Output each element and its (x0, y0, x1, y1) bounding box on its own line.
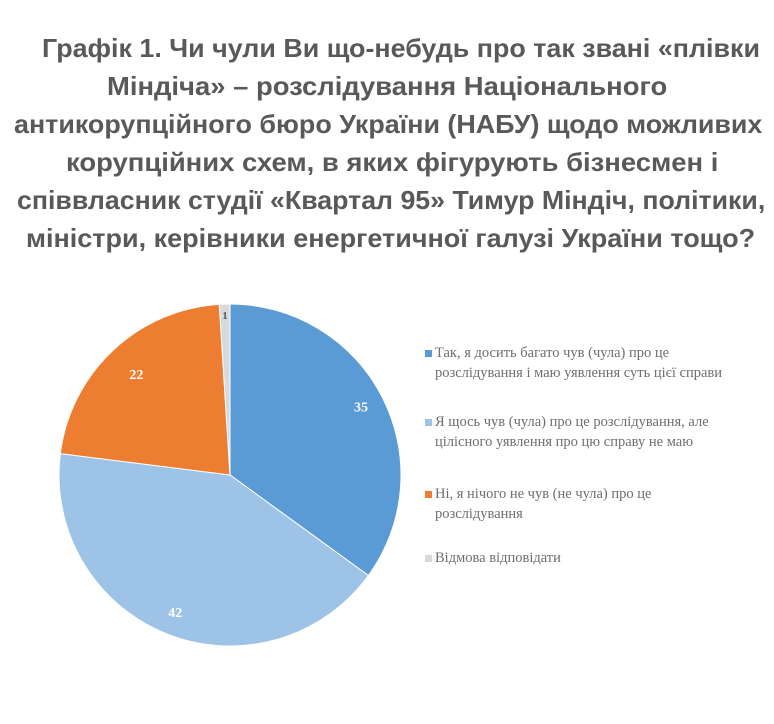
legend-label: Ні, я нічого не чув (не чула) про це роз… (435, 486, 652, 522)
data-label-slice-much-heard: 35 (354, 401, 368, 416)
legend-item-something-heard: Я щось чув (чула) про це розслідування, … (425, 413, 745, 485)
pie-chart-plot: 35 42 22 1 (58, 303, 402, 647)
chart-legend: Так, я досить багато чув (чула) про це р… (425, 344, 745, 569)
slice-much-heard (229, 303, 402, 577)
data-label-slice-refused: 1 (222, 310, 228, 322)
pie-data-labels: 35 42 22 1 (129, 310, 368, 621)
legend-item-much-heard: Так, я досить багато чув (чула) про це р… (425, 344, 745, 413)
legend-marker-square-icon (425, 491, 432, 498)
slice-not-heard (59, 303, 231, 476)
legend-marker-square-icon (425, 350, 432, 357)
legend-label: Так, я досить багато чув (чула) про це р… (435, 345, 723, 381)
legend-label: Відмова відповідати (435, 550, 561, 566)
title-line-5: співвласник студії «Квартал 95» Тимур Мі… (17, 185, 766, 215)
data-label-slice-something-heard: 42 (168, 606, 182, 621)
title-line-2: Міндіча» – розслідування Національного (107, 71, 668, 101)
legend-item-refused: Відмова відповідати (425, 549, 745, 569)
pie-chart: 35 42 22 1 Так, я досить багато чув (чула) … (0, 270, 774, 724)
title-line-4: корупційних схем, в яких фігурують бізне… (66, 147, 719, 177)
title-line-3: антикорупційного бюро України (НАБУ) щод… (14, 109, 763, 139)
legend-marker-square-icon (425, 555, 432, 562)
data-label-slice-not-heard: 22 (129, 368, 143, 383)
title-line-6: міністри, керівники енергетичної галузі … (26, 223, 756, 253)
slice-refused (218, 303, 231, 476)
legend-item-not-heard: Ні, я нічого не чув (не чула) про це роз… (425, 485, 745, 549)
title-line-1: Графік 1. Чи чули Ви що-небудь про так з… (42, 33, 760, 63)
chart-title: Графік 1. Чи чули Ви що-небудь про так з… (0, 0, 774, 270)
legend-marker-square-icon (425, 419, 432, 426)
legend-label: Я щось чув (чула) про це розслідування, … (435, 414, 709, 450)
slice-something-heard (58, 453, 370, 647)
pie-slices (58, 303, 402, 647)
